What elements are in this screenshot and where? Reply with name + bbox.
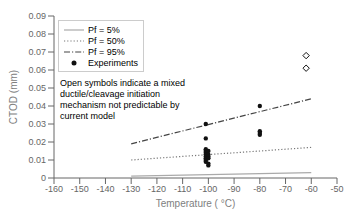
svg-text:0.03: 0.03 xyxy=(28,119,46,129)
html-text:Pf = 5%: Pf = 5% xyxy=(88,24,120,35)
svg-text:-90: -90 xyxy=(228,184,241,194)
svg-text:0.02: 0.02 xyxy=(28,137,46,147)
html-text:Experiments: Experiments xyxy=(88,57,138,68)
svg-text:-130: -130 xyxy=(122,184,140,194)
svg-text:-120: -120 xyxy=(148,184,166,194)
svg-text:0.01: 0.01 xyxy=(28,155,46,165)
svg-text:0.04: 0.04 xyxy=(28,101,46,111)
html-text:current model: current model xyxy=(60,111,115,121)
svg-text:-50: -50 xyxy=(330,184,343,194)
html-text:ductile/cleavage initiation: ductile/cleavage initiation xyxy=(60,89,161,99)
html-text:mechanism not predictable by: mechanism not predictable by xyxy=(60,100,180,110)
svg-text:-160: -160 xyxy=(45,184,63,194)
svg-text:-80: -80 xyxy=(253,184,266,194)
svg-text:-110: -110 xyxy=(174,184,191,194)
svg-text:0.05: 0.05 xyxy=(28,83,46,93)
svg-text:-100: -100 xyxy=(199,184,217,194)
svg-text:-70: -70 xyxy=(279,184,292,194)
html-text:Pf = 50%: Pf = 50% xyxy=(88,35,125,46)
svg-text:0.09: 0.09 xyxy=(28,11,46,21)
svg-text:-150: -150 xyxy=(71,184,89,194)
svg-text:0.07: 0.07 xyxy=(28,47,46,57)
svg-text:-60: -60 xyxy=(305,184,318,194)
svg-text:CTOD (mm): CTOD (mm) xyxy=(8,70,19,124)
svg-text:Temperature ( °C): Temperature ( °C) xyxy=(156,198,236,209)
svg-text:0.06: 0.06 xyxy=(28,65,46,75)
svg-text:-140: -140 xyxy=(96,184,114,194)
svg-text:0: 0 xyxy=(41,173,46,183)
svg-text:0.08: 0.08 xyxy=(28,29,46,39)
html-text:Pf = 95%: Pf = 95% xyxy=(88,46,125,57)
html-text:Open symbols indicate a mixed: Open symbols indicate a mixed xyxy=(60,78,186,88)
